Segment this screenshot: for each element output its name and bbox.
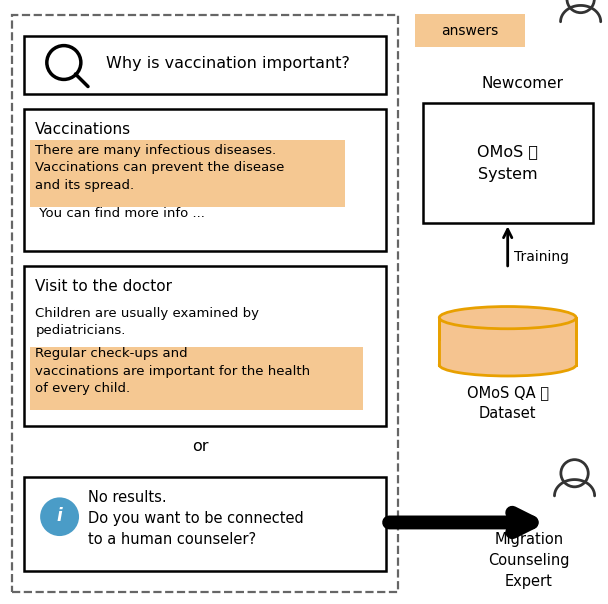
Text: You can find more info ...: You can find more info ... xyxy=(35,207,205,220)
FancyBboxPatch shape xyxy=(439,341,576,365)
Text: Migration
Counseling
Expert: Migration Counseling Expert xyxy=(488,532,570,588)
Text: i: i xyxy=(57,507,63,524)
Text: Children are usually examined by
pediatricians.: Children are usually examined by pediatr… xyxy=(35,307,259,337)
FancyBboxPatch shape xyxy=(415,14,525,47)
Text: Visit to the doctor: Visit to the doctor xyxy=(35,279,172,294)
FancyBboxPatch shape xyxy=(439,318,576,365)
Text: Vaccinations: Vaccinations xyxy=(35,122,131,137)
FancyBboxPatch shape xyxy=(30,347,362,410)
FancyBboxPatch shape xyxy=(30,140,345,207)
Circle shape xyxy=(47,46,81,80)
FancyBboxPatch shape xyxy=(24,109,386,251)
Text: answers: answers xyxy=(441,24,499,38)
Ellipse shape xyxy=(439,306,576,329)
FancyBboxPatch shape xyxy=(423,103,593,223)
Circle shape xyxy=(40,498,79,536)
Text: Why is vaccination important?: Why is vaccination important? xyxy=(106,56,350,71)
Ellipse shape xyxy=(439,354,576,376)
Text: There are many infectious diseases.
Vaccinations can prevent the disease
and its: There are many infectious diseases. Vacc… xyxy=(35,144,285,191)
FancyBboxPatch shape xyxy=(24,266,386,426)
Text: No results.
Do you want to be connected
to a human counseler?: No results. Do you want to be connected … xyxy=(88,490,304,547)
FancyBboxPatch shape xyxy=(24,477,386,571)
Text: OMoS 💪
System: OMoS 💪 System xyxy=(477,144,538,182)
FancyBboxPatch shape xyxy=(24,36,386,94)
Text: Training: Training xyxy=(514,249,568,264)
Text: Newcomer: Newcomer xyxy=(482,76,564,91)
Text: or: or xyxy=(192,439,209,454)
Text: Regular check-ups and
vaccinations are important for the health
of every child.: Regular check-ups and vaccinations are i… xyxy=(35,347,311,395)
Text: OMoS QA 💪
Dataset: OMoS QA 💪 Dataset xyxy=(467,385,548,421)
